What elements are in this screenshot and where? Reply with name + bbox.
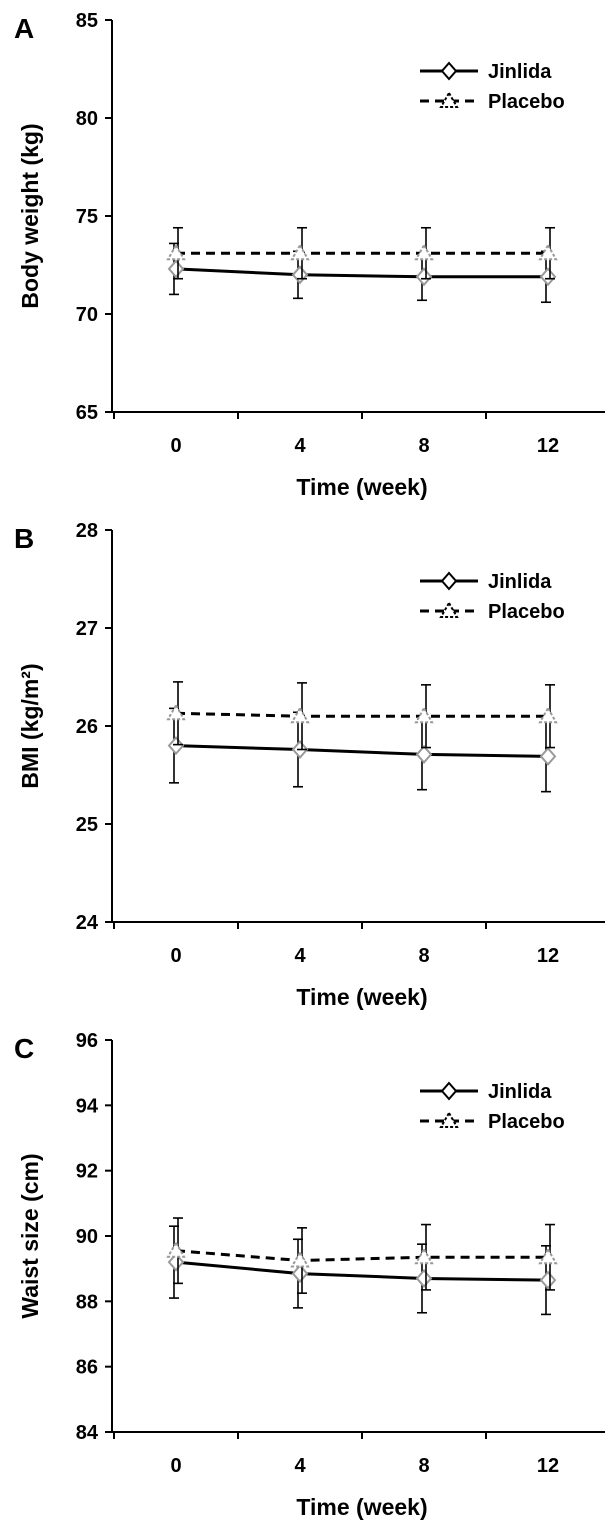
y-tick-label: 90 — [76, 1226, 98, 1248]
data-point-placebo — [414, 243, 434, 261]
y-tick-label: 84 — [76, 1422, 99, 1444]
y-tick-label: 94 — [76, 1095, 99, 1117]
data-point-placebo — [414, 706, 434, 724]
y-tick-label: 65 — [76, 402, 98, 424]
y-tick-label: 24 — [76, 912, 99, 934]
data-point-jinlida — [415, 267, 433, 287]
panel-c-chart: C 84 86 88 90 92 94 96 0 4 8 12 Time (week) Waist siz… — [14, 1030, 605, 1520]
legend-label-jinlida: Jinlida — [488, 1081, 552, 1103]
legend-marker-jinlida — [440, 61, 458, 81]
x-tick-label: 12 — [537, 945, 559, 967]
data-point-placebo — [290, 243, 310, 261]
data-point-placebo — [538, 706, 558, 724]
series-line-placebo — [175, 1249, 548, 1263]
y-tick-label: 28 — [76, 520, 98, 542]
data-point-jinlida — [167, 736, 185, 756]
data-point-jinlida — [291, 265, 309, 285]
x-axis-label: Time (week) — [296, 984, 427, 1010]
x-tick-label: 12 — [537, 435, 559, 457]
y-tick-label: 86 — [76, 1357, 98, 1379]
x-tick-label: 8 — [418, 1455, 429, 1477]
y-tick-label: 70 — [76, 304, 98, 326]
x-tick-label: 0 — [170, 435, 181, 457]
data-point-jinlida — [291, 1264, 309, 1284]
legend-label-jinlida: Jinlida — [488, 61, 552, 83]
y-tick-label: 80 — [76, 108, 98, 130]
legend-label-placebo: Placebo — [488, 1111, 565, 1133]
y-axis-label: BMI (kg/m²) — [17, 663, 43, 788]
y-tick-label: 88 — [76, 1291, 98, 1313]
data-point-jinlida — [167, 259, 185, 279]
x-tick-label: 0 — [170, 945, 181, 967]
y-tick-label: 75 — [76, 206, 98, 228]
series-line-placebo — [175, 711, 548, 718]
x-tick-label: 12 — [537, 1455, 559, 1477]
data-point-placebo — [538, 1247, 558, 1265]
x-tick-label: 8 — [418, 945, 429, 967]
legend-marker-placebo — [439, 90, 459, 108]
x-axis-label: Time (week) — [296, 474, 427, 500]
legend-marker-jinlida — [440, 1081, 458, 1101]
y-axis-label: Body weight (kg) — [17, 123, 43, 308]
legend-label-jinlida: Jinlida — [488, 571, 552, 593]
x-tick-label: 4 — [294, 945, 306, 967]
data-point-jinlida — [539, 267, 557, 287]
legend-label-placebo: Placebo — [488, 601, 565, 623]
legend-marker-placebo — [439, 1110, 459, 1128]
data-point-jinlida — [539, 746, 557, 766]
data-point-jinlida — [415, 744, 433, 764]
panel-b-chart: B 24 25 26 27 28 0 4 8 12 Time (week) BMI (kg/m²) Ji… — [14, 520, 605, 1010]
x-tick-label: 8 — [418, 435, 429, 457]
y-tick-label: 85 — [76, 10, 98, 32]
data-point-placebo — [414, 1247, 434, 1265]
data-point-jinlida — [539, 1270, 557, 1290]
x-axis-label: Time (week) — [296, 1494, 427, 1520]
panel-a-chart: A 65 70 75 80 85 0 4 8 12 Time (week) Body weight (… — [14, 10, 605, 500]
series-line-jinlida — [175, 744, 549, 758]
data-point-jinlida — [415, 1268, 433, 1288]
y-axis-label: Waist size (cm) — [17, 1153, 43, 1318]
y-tick-label: 92 — [76, 1161, 98, 1183]
data-point-placebo — [166, 703, 186, 721]
legend-marker-jinlida — [440, 571, 458, 591]
y-tick-label: 25 — [76, 814, 98, 836]
data-point-placebo — [166, 1240, 186, 1258]
data-point-placebo — [290, 1250, 310, 1268]
data-point-jinlida — [167, 1252, 185, 1272]
legend-marker-placebo — [439, 600, 459, 618]
series-line-jinlida — [175, 267, 548, 279]
y-tick-label: 26 — [76, 716, 98, 738]
legend-label-placebo: Placebo — [488, 91, 565, 113]
data-point-placebo — [290, 706, 310, 724]
series-line-jinlida — [175, 1260, 549, 1282]
y-tick-label: 27 — [76, 618, 98, 640]
y-tick-label: 96 — [76, 1030, 98, 1052]
panel-label: B — [14, 523, 34, 554]
x-tick-label: 4 — [294, 1455, 306, 1477]
panel-label: C — [14, 1033, 34, 1064]
panel-label: A — [14, 13, 34, 44]
data-point-placebo — [166, 243, 186, 261]
x-tick-label: 0 — [170, 1455, 181, 1477]
x-tick-label: 4 — [294, 435, 306, 457]
data-point-placebo — [538, 243, 558, 261]
